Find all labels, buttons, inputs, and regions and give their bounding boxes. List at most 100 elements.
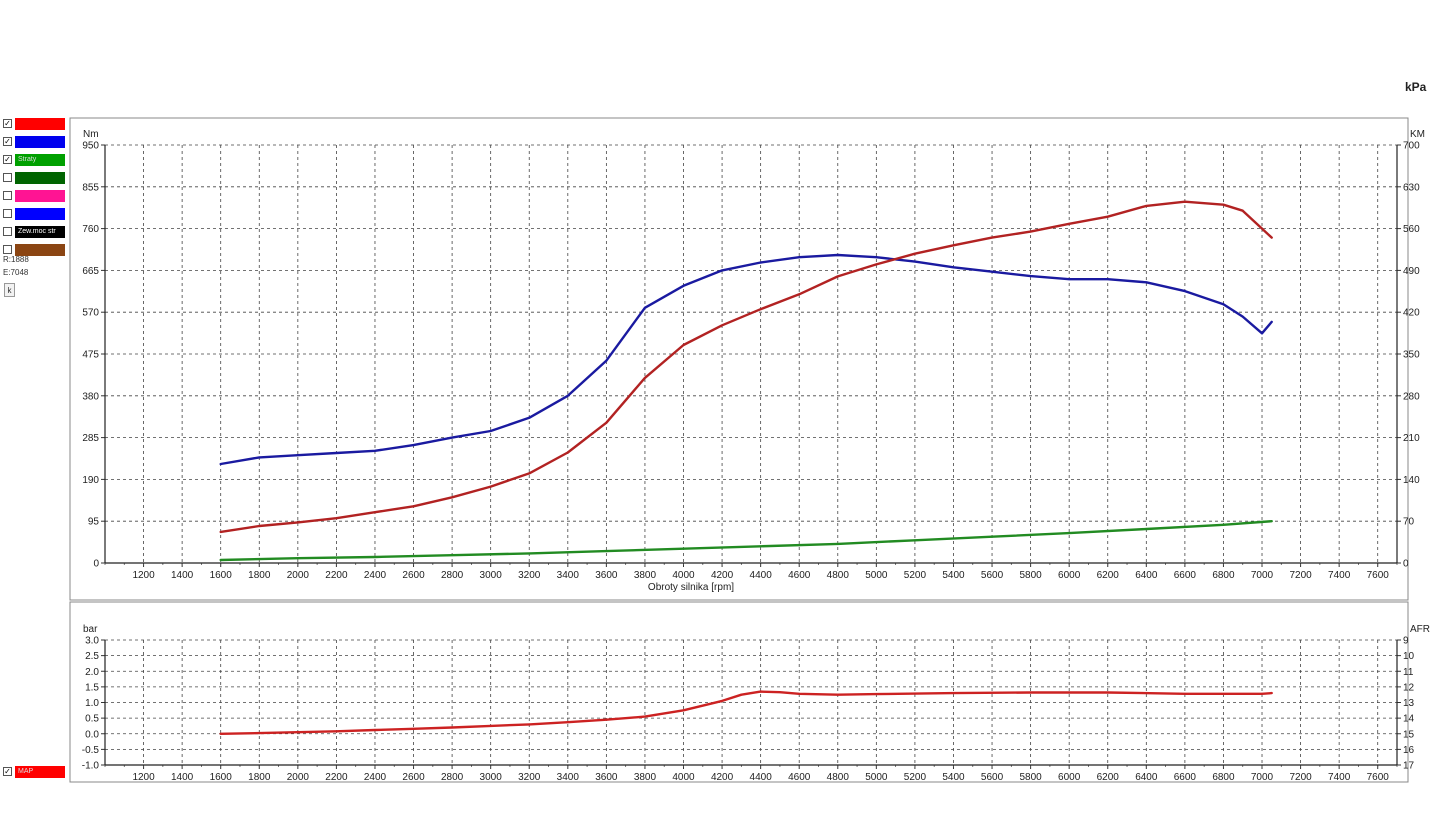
- legend-item-map[interactable]: ✓ MAP: [3, 766, 65, 778]
- series-point: [1241, 209, 1244, 212]
- series-point: [219, 531, 222, 533]
- y-tick-label-left: 380: [82, 391, 99, 402]
- series-point: [296, 454, 299, 457]
- y-axis-label-right: AFR: [1410, 624, 1430, 635]
- map-label: MAP: [18, 768, 34, 775]
- legend-item-4[interactable]: [3, 190, 65, 202]
- series-point: [1068, 278, 1071, 281]
- x-tick-label: 1800: [248, 570, 271, 581]
- x-tick-label: 4800: [827, 570, 850, 581]
- y-tick-label-left: 475: [82, 350, 99, 361]
- small-button[interactable]: k: [4, 283, 15, 297]
- legend-item-6[interactable]: Zew.moc str: [3, 226, 65, 238]
- series-point: [258, 732, 261, 735]
- series-point: [412, 505, 415, 508]
- x-tick-label: 6400: [1135, 570, 1158, 581]
- x-tick-label: 7600: [1367, 772, 1390, 783]
- x-tick-label: 1800: [248, 772, 271, 783]
- series-point: [759, 690, 762, 693]
- legend-item-5[interactable]: [3, 208, 65, 220]
- series-point: [1222, 203, 1225, 206]
- series-point: [528, 723, 531, 726]
- upper-chart: 1200 1400 1600 1800 2000 2200 2400 2600 2800 3000…: [82, 129, 1425, 593]
- y-tick-label-left: 190: [82, 475, 99, 486]
- y-tick-label-right: 12: [1403, 682, 1415, 693]
- legend-checkbox[interactable]: [3, 209, 12, 218]
- y-tick-label-left: 1.0: [85, 698, 99, 709]
- series-point: [991, 236, 993, 239]
- legend-checkbox[interactable]: ✓: [3, 137, 12, 146]
- series-point: [296, 521, 299, 524]
- x-tick-label: 2000: [287, 772, 310, 783]
- legend-item-7[interactable]: [3, 244, 65, 256]
- x-tick-label: 1400: [171, 570, 194, 581]
- info-e: E:7048: [3, 268, 29, 277]
- y-tick-label-left: 570: [82, 308, 99, 319]
- x-tick-label: 5200: [904, 772, 927, 783]
- legend-item-0[interactable]: ✓: [3, 118, 65, 130]
- x-tick-label: 5200: [904, 570, 927, 581]
- series-point: [451, 554, 454, 557]
- series-point: [374, 511, 376, 514]
- legend-checkbox[interactable]: [3, 173, 12, 182]
- legend-item-1[interactable]: ✓: [3, 136, 65, 148]
- legend-item-2[interactable]: ✓ Straty: [3, 154, 65, 166]
- series-point: [836, 542, 839, 545]
- x-tick-label: 3600: [595, 772, 618, 783]
- y-tick-label-right: 350: [1403, 350, 1420, 361]
- series-point: [1261, 227, 1263, 230]
- x-tick-label: 1200: [132, 772, 155, 783]
- series-point: [798, 293, 801, 296]
- y-tick-label-right: 13: [1403, 698, 1415, 709]
- x-tick-label: 3800: [634, 570, 657, 581]
- y-tick-label-right: 700: [1403, 141, 1420, 152]
- series-point: [952, 692, 955, 695]
- series-point: [335, 517, 338, 520]
- series-point: [1183, 290, 1186, 292]
- series-point: [759, 261, 762, 264]
- series-point: [451, 436, 454, 439]
- y-tick-label-left: -0.5: [82, 745, 100, 756]
- legend-checkbox[interactable]: [3, 245, 12, 254]
- y-axis-label-right: KM: [1410, 129, 1425, 140]
- legend-checkbox[interactable]: [3, 227, 12, 236]
- x-tick-label: 2000: [287, 570, 310, 581]
- legend-checkbox[interactable]: ✓: [3, 119, 12, 128]
- series-point: [335, 452, 338, 454]
- legend-swatch: [15, 172, 65, 184]
- y-axis-label-left: bar: [83, 624, 98, 635]
- legend-checkbox[interactable]: [3, 191, 12, 200]
- series-point: [682, 709, 685, 712]
- series-point: [721, 700, 723, 702]
- y-tick-label-left: 2.0: [85, 667, 99, 678]
- legend-item-3[interactable]: [3, 172, 65, 184]
- series-point: [1270, 236, 1273, 239]
- x-tick-label: 6600: [1174, 772, 1197, 783]
- series-point: [374, 729, 376, 731]
- series-point: [1241, 315, 1244, 318]
- y-tick-label-right: 11: [1403, 667, 1414, 678]
- x-tick-label: 6200: [1097, 570, 1120, 581]
- series-point: [219, 732, 222, 735]
- map-swatch: MAP: [15, 766, 65, 778]
- map-checkbox[interactable]: ✓: [3, 767, 12, 776]
- x-tick-label: 4600: [788, 570, 811, 581]
- x-tick-label: 2800: [441, 772, 464, 783]
- x-tick-label: 2200: [325, 570, 348, 581]
- series-point: [528, 416, 531, 419]
- x-tick-label: 7400: [1328, 570, 1351, 581]
- series-point: [1145, 205, 1148, 207]
- y-tick-label-right: 9: [1403, 636, 1409, 647]
- series-line-2: [219, 520, 1273, 562]
- y-tick-label-left: 3.0: [85, 636, 99, 647]
- series-point: [914, 260, 916, 263]
- legend-checkbox[interactable]: ✓: [3, 155, 12, 164]
- series-point: [1106, 215, 1109, 218]
- series-point: [296, 731, 299, 734]
- series-point: [605, 421, 608, 424]
- x-tick-label: 4000: [672, 772, 695, 783]
- x-tick-label: 2400: [364, 570, 387, 581]
- x-tick-label: 5400: [942, 570, 965, 581]
- series-point: [875, 263, 878, 266]
